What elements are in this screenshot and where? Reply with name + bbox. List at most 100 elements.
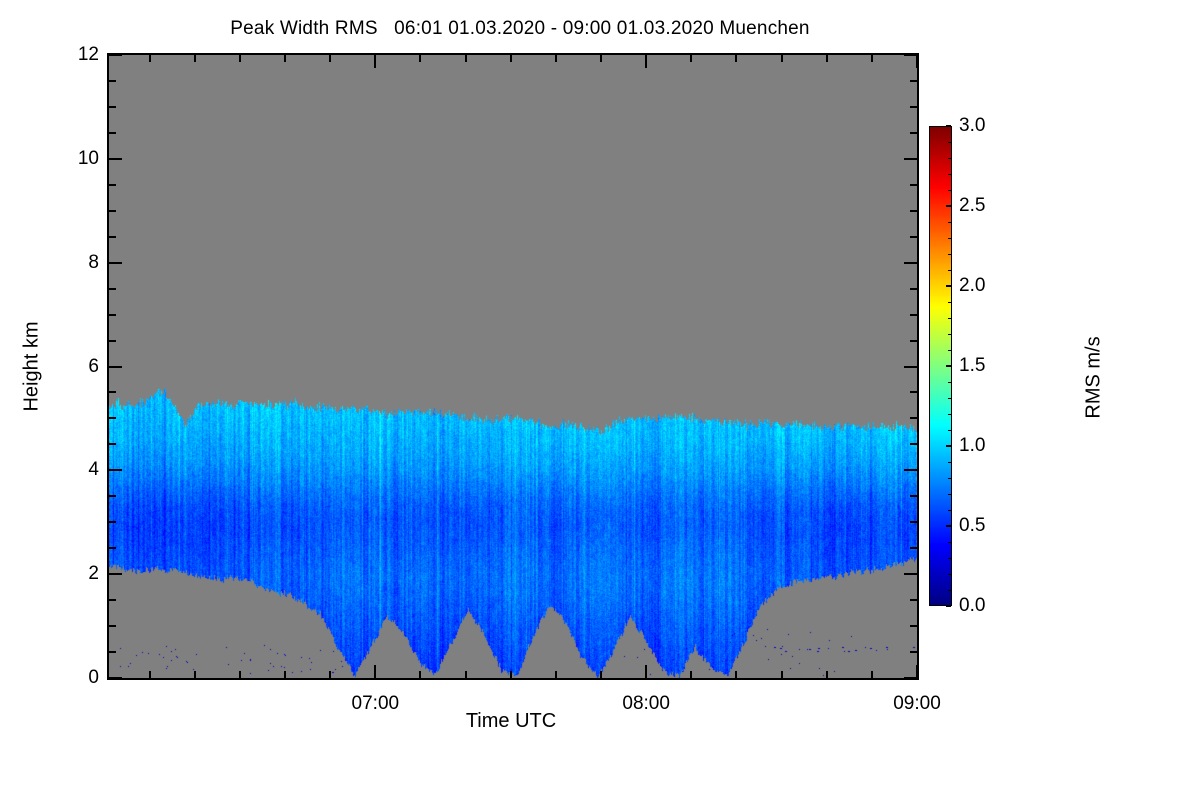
x-minor-tick	[600, 55, 603, 62]
y-minor-tick	[109, 625, 116, 628]
colorbar-minor-tick	[948, 462, 951, 463]
colorbar-minor-tick	[948, 558, 951, 559]
colorbar-tick	[946, 525, 951, 527]
x-minor-tick	[509, 55, 512, 62]
y-major-tick	[109, 573, 122, 576]
y-axis-title: Height km	[20, 321, 43, 412]
colorbar	[929, 126, 952, 606]
y-minor-tick	[109, 495, 116, 498]
colorbar-minor-tick	[948, 382, 951, 383]
colorbar-minor-tick	[948, 334, 951, 335]
colorbar-minor-tick	[948, 494, 951, 495]
y-minor-tick	[910, 443, 917, 446]
colorbar-minor-tick	[948, 238, 951, 239]
colorbar-minor-tick	[948, 254, 951, 255]
colorbar-minor-tick	[948, 158, 951, 159]
colorbar-ticklabel: 2.0	[959, 275, 986, 296]
y-minor-tick	[109, 287, 116, 290]
y-minor-tick	[910, 625, 917, 628]
x-major-tick	[374, 55, 377, 68]
y-major-tick	[109, 365, 122, 368]
x-major-tick	[916, 665, 918, 678]
y-minor-tick	[109, 599, 116, 602]
y-minor-tick	[910, 651, 917, 654]
x-ticklabel: 09:00	[893, 693, 941, 714]
y-ticklabel: 2	[88, 563, 99, 585]
y-major-tick	[109, 469, 122, 472]
x-minor-tick	[193, 671, 196, 678]
x-major-tick	[645, 55, 648, 68]
x-minor-tick	[870, 671, 873, 678]
x-minor-tick	[870, 55, 873, 62]
x-minor-tick	[193, 55, 196, 62]
x-minor-tick	[329, 671, 332, 678]
plot-area	[107, 53, 919, 680]
y-ticklabel: 0	[88, 667, 99, 688]
colorbar-ticklabel: 1.0	[959, 435, 986, 456]
y-ticklabel: 12	[77, 44, 99, 65]
colorbar-minor-tick	[948, 574, 951, 575]
x-minor-tick	[690, 671, 693, 678]
y-minor-tick	[910, 235, 917, 238]
colorbar-title: RMS m/s	[1082, 336, 1105, 419]
x-minor-tick	[419, 55, 422, 62]
y-minor-tick	[109, 417, 116, 420]
x-minor-tick	[284, 671, 287, 678]
y-minor-tick	[109, 391, 116, 394]
colorbar-minor-tick	[948, 430, 951, 431]
x-minor-tick	[419, 671, 422, 678]
colorbar-minor-tick	[948, 542, 951, 543]
y-minor-tick	[109, 313, 116, 316]
colorbar-ticklabel: 0.0	[959, 595, 986, 616]
colorbar-tick	[946, 285, 951, 287]
heatmap-canvas	[109, 55, 917, 678]
y-major-tick	[109, 677, 122, 679]
y-major-tick	[904, 157, 917, 160]
colorbar-ticklabel: 3.0	[959, 115, 986, 136]
x-ticklabel: 08:00	[622, 693, 670, 714]
y-major-tick	[904, 469, 917, 472]
y-minor-tick	[910, 547, 917, 550]
colorbar-tick	[946, 365, 951, 367]
y-minor-tick	[910, 131, 917, 134]
y-minor-tick	[910, 183, 917, 186]
y-major-tick	[904, 677, 917, 679]
colorbar-minor-tick	[948, 590, 951, 591]
y-minor-tick	[910, 495, 917, 498]
y-major-tick	[904, 261, 917, 264]
y-major-tick	[109, 261, 122, 264]
colorbar-minor-tick	[948, 190, 951, 191]
colorbar-minor-tick	[948, 142, 951, 143]
y-major-tick	[904, 54, 917, 56]
x-minor-tick	[780, 671, 783, 678]
y-minor-tick	[109, 105, 116, 108]
colorbar-minor-tick	[948, 318, 951, 319]
y-axis-ticklabels: 0 2 4 6 8 10 12	[55, 0, 99, 800]
colorbar-tick	[946, 205, 951, 207]
y-minor-tick	[109, 443, 116, 446]
colorbar-ticklabel: 2.5	[959, 195, 986, 216]
x-axis-title: Time UTC	[465, 710, 557, 732]
x-minor-tick	[148, 55, 151, 62]
y-minor-tick	[910, 391, 917, 394]
colorbar-minor-tick	[948, 174, 951, 175]
colorbar-minor-tick	[948, 350, 951, 351]
y-major-tick	[904, 365, 917, 368]
colorbar-tick	[946, 125, 951, 127]
y-minor-tick	[109, 235, 116, 238]
y-minor-tick	[109, 183, 116, 186]
colorbar-minor-tick	[948, 478, 951, 479]
x-minor-tick	[148, 671, 151, 678]
x-minor-tick	[735, 671, 738, 678]
colorbar-tick	[946, 605, 951, 607]
x-minor-tick	[780, 55, 783, 62]
y-minor-tick	[109, 209, 116, 212]
colorbar-minor-tick	[948, 510, 951, 511]
y-minor-tick	[109, 131, 116, 134]
colorbar-tick	[946, 445, 951, 447]
colorbar-gradient	[929, 126, 952, 606]
x-minor-tick	[554, 671, 557, 678]
y-minor-tick	[109, 521, 116, 524]
y-minor-tick	[910, 79, 917, 82]
